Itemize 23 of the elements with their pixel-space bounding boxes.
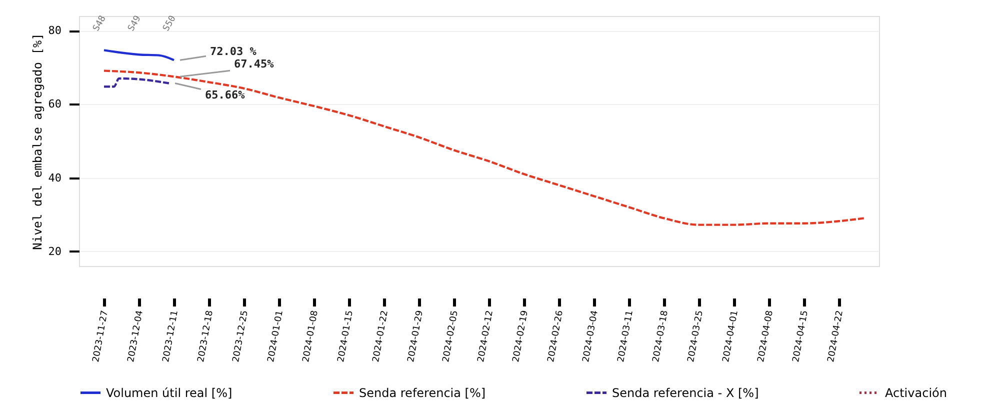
x-tick-label: 2023-11-27: [91, 310, 110, 364]
x-tick-label: 2024-02-05: [441, 310, 460, 364]
x-tick-label: 2024-03-25: [686, 310, 706, 364]
y-tick-label: 20: [48, 244, 62, 258]
y-tick-label: 40: [48, 171, 62, 184]
annotation: 65.66%: [205, 88, 246, 102]
x-tick-label: 2023-12-25: [231, 310, 250, 364]
y-axis-title: Nivel del embalse agregado [%]: [30, 33, 44, 250]
legend-label: Senda referencia - X [%]: [612, 386, 759, 400]
y-tick-label: 80: [48, 24, 62, 38]
x-tick-label: 2024-01-29: [406, 310, 426, 364]
legend-label: Volumen útil real [%]: [106, 386, 232, 400]
line-series: [102, 70, 866, 226]
annotation: 72.03 %: [210, 45, 257, 58]
annotation: 67.45%: [234, 58, 274, 71]
y-tick-label: 60: [48, 98, 62, 111]
legend-label: Senda referencia [%]: [359, 386, 486, 400]
x-tick-label: 2024-02-19: [511, 310, 530, 364]
legend-label: Activación: [885, 386, 947, 400]
line-series: [102, 49, 176, 62]
x-tick-label: 2024-04-15: [791, 310, 810, 364]
x-tick-label: 2024-01-15: [336, 310, 356, 364]
line-series: [102, 77, 170, 88]
